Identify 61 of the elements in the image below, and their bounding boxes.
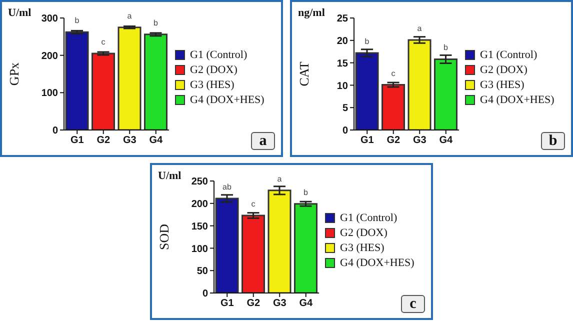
- x-tick-label: G3: [412, 135, 427, 146]
- data-label: a: [277, 174, 282, 184]
- text: U/ml: [8, 7, 32, 19]
- y-tick-label: 10: [336, 80, 348, 92]
- data-label: b: [304, 188, 309, 197]
- x-tick-label: G3: [122, 135, 137, 146]
- y-axis-title: CAT: [296, 62, 312, 86]
- data-label: c: [391, 68, 396, 78]
- legend-label: G3 (HES): [190, 78, 234, 90]
- data-label: b: [444, 43, 449, 52]
- y-tick-label: 15: [336, 58, 348, 70]
- y-tick-label: 20: [336, 36, 348, 47]
- y-axis-title: SOD: [156, 224, 172, 250]
- text: U/ml: [158, 170, 182, 182]
- data-label: b: [154, 18, 159, 28]
- legend-label: G1 (Control): [340, 212, 398, 224]
- y-axis-title: GPx: [6, 62, 22, 86]
- x-tick-label: G1: [70, 135, 84, 146]
- y-tick-label: 0: [52, 126, 58, 137]
- text: ng/ml: [298, 7, 325, 19]
- data-label: a: [127, 11, 132, 20]
- y-tick-label: 100: [191, 244, 208, 255]
- x-tick-label: G4: [299, 298, 313, 310]
- y-tick-label: 250: [191, 176, 208, 188]
- legend-label: G4 (DOX+HES): [480, 94, 554, 106]
- x-tick-label: G1: [360, 135, 374, 146]
- y-tick-label: 200: [191, 198, 208, 210]
- legend-label: G2 (DOX): [190, 64, 238, 76]
- legend-label: G1 (Control): [480, 48, 538, 60]
- y-tick-label: 100: [41, 88, 58, 100]
- legend-label: G1 (Control): [190, 48, 248, 60]
- x-tick-label: G1: [220, 298, 234, 310]
- legend-label: G4 (DOX+HES): [190, 94, 264, 106]
- legend-label: G3 (HES): [340, 242, 384, 254]
- x-tick-label: G4: [439, 135, 453, 146]
- x-tick-label: G2: [246, 298, 260, 310]
- data-label: c: [251, 199, 256, 208]
- y-tick-label: 200: [41, 50, 58, 62]
- x-tick-label: G2: [386, 135, 400, 146]
- y-tick-label: 50: [196, 266, 208, 278]
- data-label: ab: [222, 182, 232, 192]
- data-label: b: [74, 16, 80, 26]
- text: a: [251, 132, 275, 150]
- legend-label: G2 (DOX): [340, 226, 388, 238]
- legend-label: G4 (DOX+HES): [340, 256, 414, 268]
- legend-label: G3 (HES): [480, 78, 524, 90]
- y-tick-label: 0: [342, 126, 348, 137]
- data-label: a: [417, 24, 422, 33]
- legend-label: G2 (DOX): [480, 64, 528, 76]
- x-tick-label: G3: [272, 298, 287, 310]
- y-tick-label: 0: [202, 288, 208, 300]
- x-tick-label: G2: [96, 135, 110, 146]
- data-label: b: [364, 36, 370, 46]
- y-tick-label: 300: [41, 14, 58, 25]
- y-tick-label: 150: [191, 221, 208, 232]
- data-label: c: [101, 37, 106, 46]
- y-tick-label: 25: [336, 14, 348, 25]
- text: c: [401, 295, 425, 313]
- text: b: [541, 132, 565, 150]
- y-tick-label: 5: [342, 103, 348, 114]
- x-tick-label: G4: [149, 135, 163, 146]
